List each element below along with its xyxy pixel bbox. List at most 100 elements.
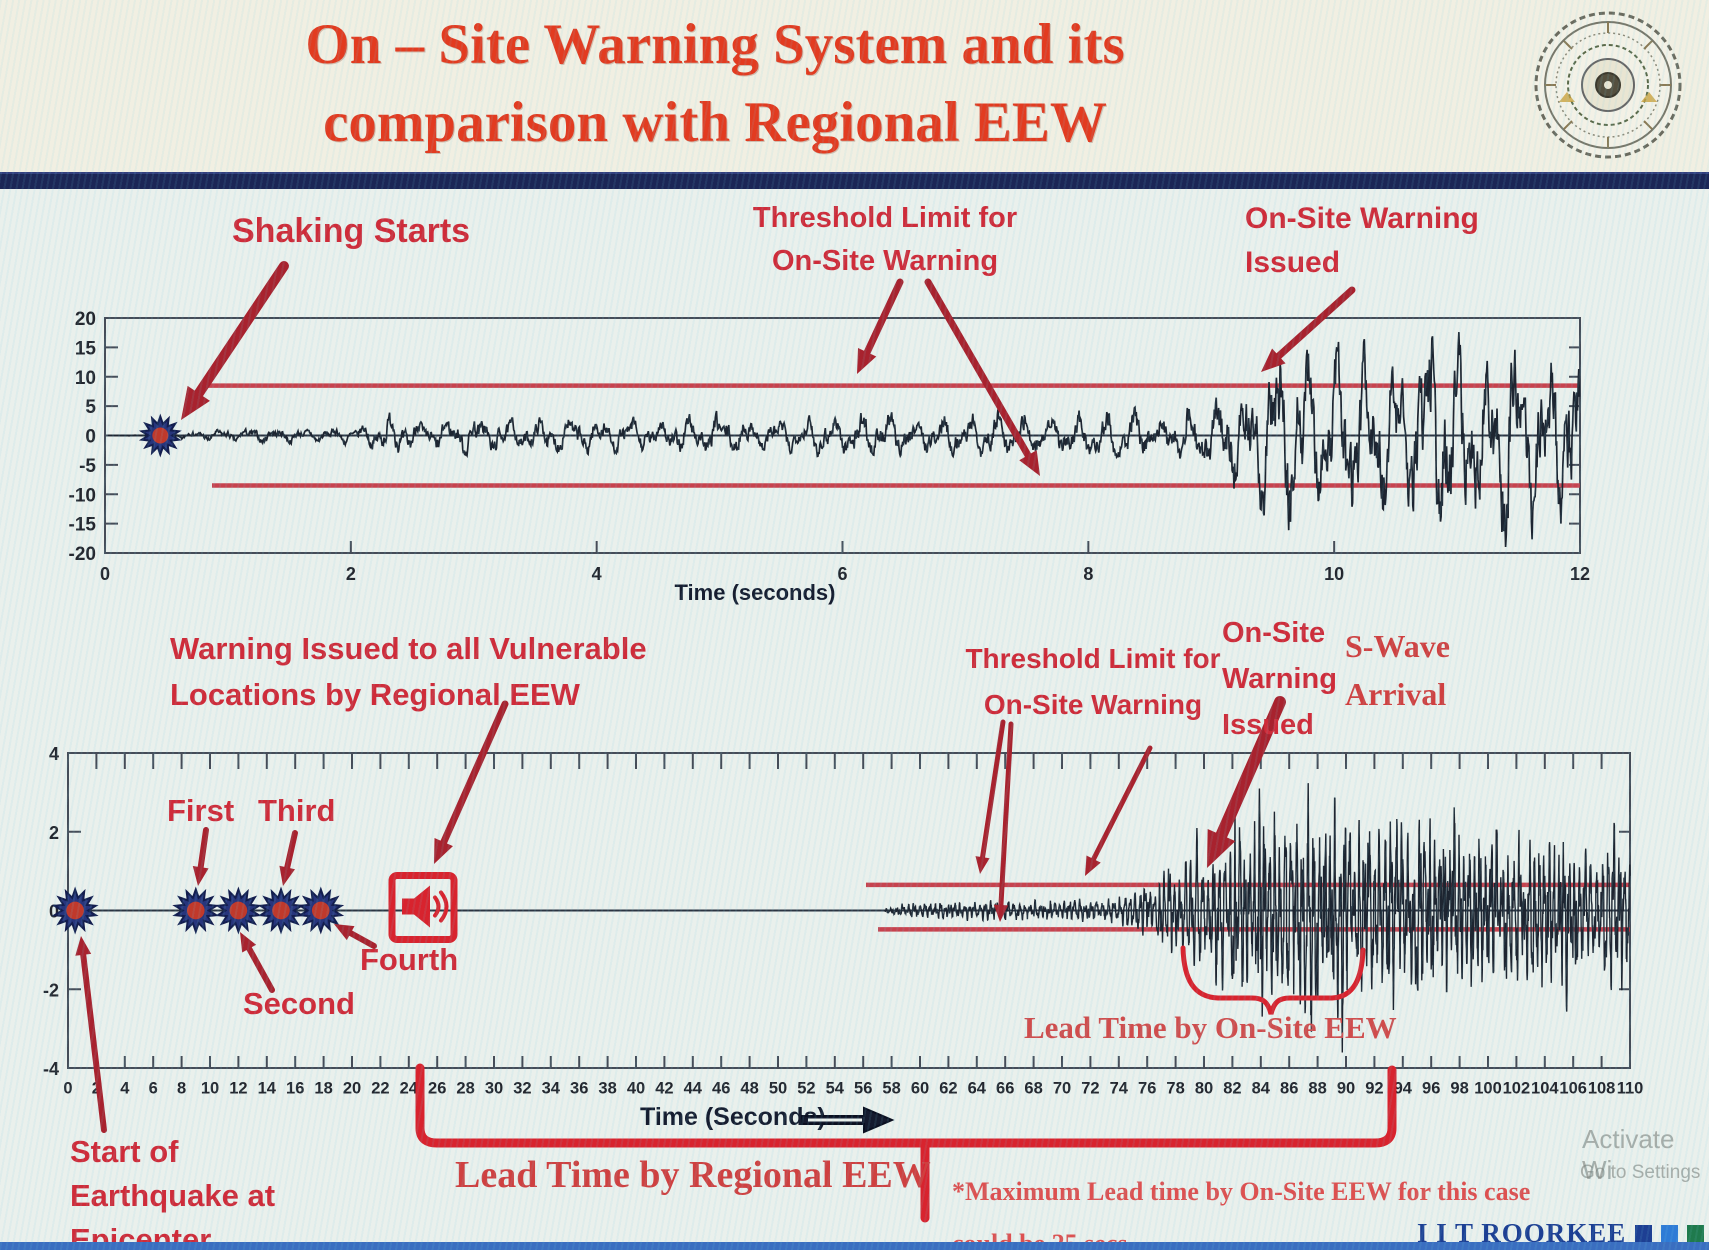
annotation-onsite-warning-issued-bottom: On-Site Warning Issued [1222, 617, 1337, 741]
annotation-regional-warning: Warning Issued to all Vulnerable Locatio… [170, 631, 647, 712]
svg-text:0: 0 [49, 902, 59, 922]
svg-text:106: 106 [1559, 1080, 1587, 1098]
annotation-max-lead-time-note: *Maximum Lead time by On-Site EEW for th… [952, 1177, 1531, 1250]
svg-text:94: 94 [1394, 1080, 1413, 1098]
svg-text:100: 100 [1474, 1080, 1502, 1098]
svg-text:82: 82 [1223, 1080, 1241, 1098]
title-line-2: comparison with Regional EEW [323, 91, 1107, 154]
svg-text:-10: -10 [69, 485, 96, 506]
svg-text:60: 60 [911, 1080, 929, 1098]
slide-title: On – Site Warning System and its compari… [0, 0, 1430, 162]
top-chart-xaxis-title: Time (seconds) [674, 580, 836, 605]
svg-text:102: 102 [1503, 1080, 1531, 1098]
svg-text:80: 80 [1195, 1080, 1213, 1098]
svg-text:30: 30 [485, 1080, 503, 1098]
svg-text:0: 0 [63, 1080, 72, 1098]
separator-bar [0, 172, 1709, 189]
time-axis-arrow-icon [801, 1106, 895, 1134]
annotation-second-station: Second [243, 986, 355, 1021]
svg-text:22: 22 [371, 1080, 389, 1098]
svg-text:56: 56 [854, 1080, 872, 1098]
svg-text:-20: -20 [69, 544, 96, 565]
annotation-s-wave-arrival: S-Wave Arrival [1345, 628, 1450, 712]
svg-text:4: 4 [49, 744, 59, 764]
activate-windows-watermark: Activate Wi [1582, 1124, 1675, 1185]
svg-text:58: 58 [882, 1080, 900, 1098]
svg-text:110: 110 [1617, 1080, 1644, 1098]
svg-text:2: 2 [49, 823, 59, 843]
svg-text:16: 16 [286, 1080, 304, 1098]
annotation-third-station: Third [258, 793, 336, 828]
footer-square-green-icon [1687, 1225, 1705, 1242]
svg-text:40: 40 [627, 1080, 645, 1098]
annotation-shaking-starts: Shaking Starts [232, 212, 471, 250]
footer-square-navy-icon [1635, 1225, 1653, 1242]
svg-text:42: 42 [655, 1080, 673, 1098]
svg-text:-15: -15 [69, 515, 97, 536]
svg-text:70: 70 [1053, 1080, 1071, 1098]
svg-text:-4: -4 [43, 1059, 59, 1079]
svg-text:8: 8 [1083, 564, 1093, 584]
svg-text:72: 72 [1081, 1080, 1099, 1098]
svg-text:10: 10 [75, 368, 96, 389]
svg-text:92: 92 [1365, 1080, 1383, 1098]
svg-text:12: 12 [1570, 564, 1590, 584]
svg-text:6: 6 [837, 564, 847, 584]
svg-text:46: 46 [712, 1080, 730, 1098]
go-to-settings-watermark: Go to Settings [1580, 1162, 1701, 1183]
svg-text:48: 48 [740, 1080, 758, 1098]
svg-text:14: 14 [258, 1080, 277, 1098]
svg-text:86: 86 [1280, 1080, 1298, 1098]
svg-text:76: 76 [1138, 1080, 1156, 1098]
annotation-fourth-station: Fourth [360, 942, 459, 977]
svg-text:0: 0 [100, 564, 110, 584]
svg-text:64: 64 [968, 1080, 987, 1098]
svg-text:32: 32 [513, 1080, 531, 1098]
annotation-threshold-limit-bottom: Threshold Limit for On-Site Warning [965, 643, 1221, 720]
svg-text:18: 18 [314, 1080, 332, 1098]
title-band: On – Site Warning System and its compari… [0, 0, 1709, 172]
svg-text:54: 54 [826, 1080, 845, 1098]
svg-text:104: 104 [1531, 1080, 1559, 1098]
annotation-first-station: First [167, 793, 235, 828]
svg-text:84: 84 [1252, 1080, 1271, 1098]
svg-text:4: 4 [120, 1080, 130, 1098]
title-line-1: On – Site Warning System and its [305, 13, 1125, 76]
svg-text:66: 66 [996, 1080, 1014, 1098]
svg-text:68: 68 [1024, 1080, 1042, 1098]
iit-roorkee-logo-icon [1534, 11, 1682, 159]
svg-text:12: 12 [229, 1080, 247, 1098]
svg-text:4: 4 [592, 564, 602, 584]
svg-text:24: 24 [400, 1080, 419, 1098]
svg-text:-5: -5 [79, 456, 96, 477]
svg-text:44: 44 [684, 1080, 703, 1098]
svg-text:62: 62 [939, 1080, 957, 1098]
svg-text:96: 96 [1422, 1080, 1440, 1098]
svg-text:2: 2 [346, 564, 356, 584]
annotation-start-of-earthquake: Start of Earthquake at Epicenter [70, 1134, 276, 1250]
svg-text:20: 20 [75, 309, 96, 330]
annotation-onsite-warning-issued-top: On-Site Warning Issued [1245, 202, 1479, 279]
svg-text:26: 26 [428, 1080, 446, 1098]
svg-text:34: 34 [542, 1080, 561, 1098]
bottom-window-strip [0, 1242, 1709, 1250]
annotation-threshold-limit-top: Threshold Limit for On-Site Warning [752, 202, 1018, 277]
svg-text:-2: -2 [43, 980, 59, 1000]
svg-text:50: 50 [769, 1080, 787, 1098]
svg-text:15: 15 [75, 338, 97, 359]
svg-text:8: 8 [177, 1080, 186, 1098]
svg-text:6: 6 [149, 1080, 158, 1098]
annotation-lead-time-onsite: Lead Time by On-Site EEW [1024, 1010, 1397, 1045]
svg-text:90: 90 [1337, 1080, 1355, 1098]
svg-text:0: 0 [85, 427, 96, 448]
svg-text:28: 28 [456, 1080, 474, 1098]
svg-text:78: 78 [1166, 1080, 1184, 1098]
svg-text:74: 74 [1110, 1080, 1129, 1098]
svg-text:108: 108 [1588, 1080, 1616, 1098]
svg-text:98: 98 [1450, 1080, 1468, 1098]
svg-text:88: 88 [1308, 1080, 1326, 1098]
svg-text:20: 20 [343, 1080, 361, 1098]
svg-text:38: 38 [598, 1080, 616, 1098]
